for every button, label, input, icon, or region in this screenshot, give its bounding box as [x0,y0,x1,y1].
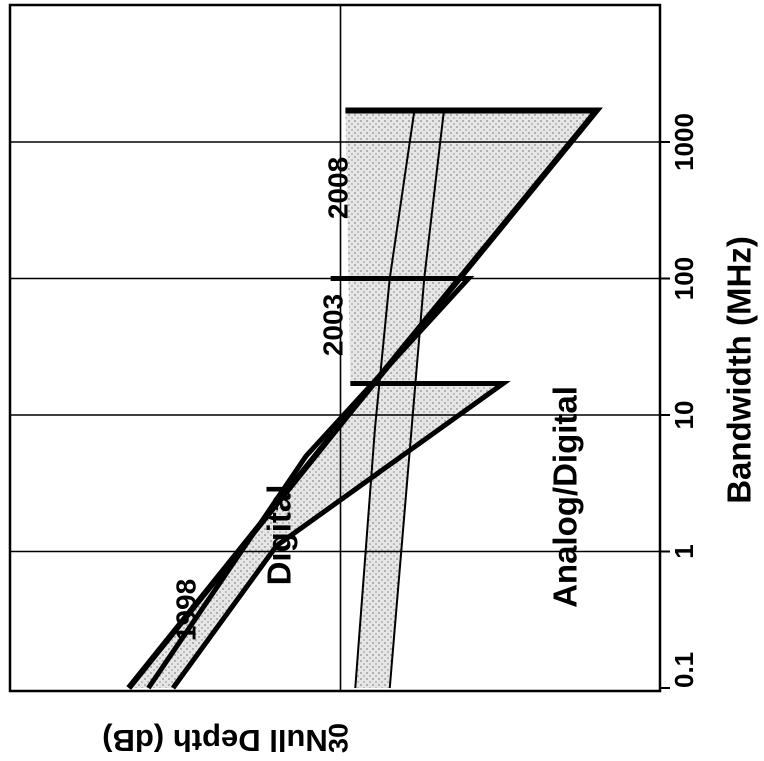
y-axis-title: Null Depth (dB) [102,723,328,758]
x-tick-label: 0.1 [669,652,699,688]
region-label-analog-digital: Analog/Digital [547,386,584,608]
x-axis-ticks: 0.1 1 10 100 1000 [660,113,699,689]
series-label-2003: 2003 [317,294,348,356]
series-line-2008 [126,107,603,690]
x-tick-label: 1000 [669,113,699,171]
x-tick-label: 1 [669,544,699,558]
series-label-2008: 2008 [322,157,353,219]
x-tick-label: 100 [669,257,699,300]
series-line-1998 [171,381,511,690]
series-label-1998: 1998 [170,579,201,641]
series-lines [126,107,603,690]
y-axis-tick-labels: 30 [324,723,354,753]
y-tick-label: 30 [324,723,354,753]
series-line-analog-3 [354,110,416,689]
series-line-analog-4 [388,110,445,689]
analog-digital-band-area [355,110,444,689]
x-axis-title: Bandwidth (MHz) [721,236,758,504]
region-label-digital: Digital [261,485,298,586]
plot-frame [8,3,662,693]
x-tick-label: 10 [669,401,699,430]
